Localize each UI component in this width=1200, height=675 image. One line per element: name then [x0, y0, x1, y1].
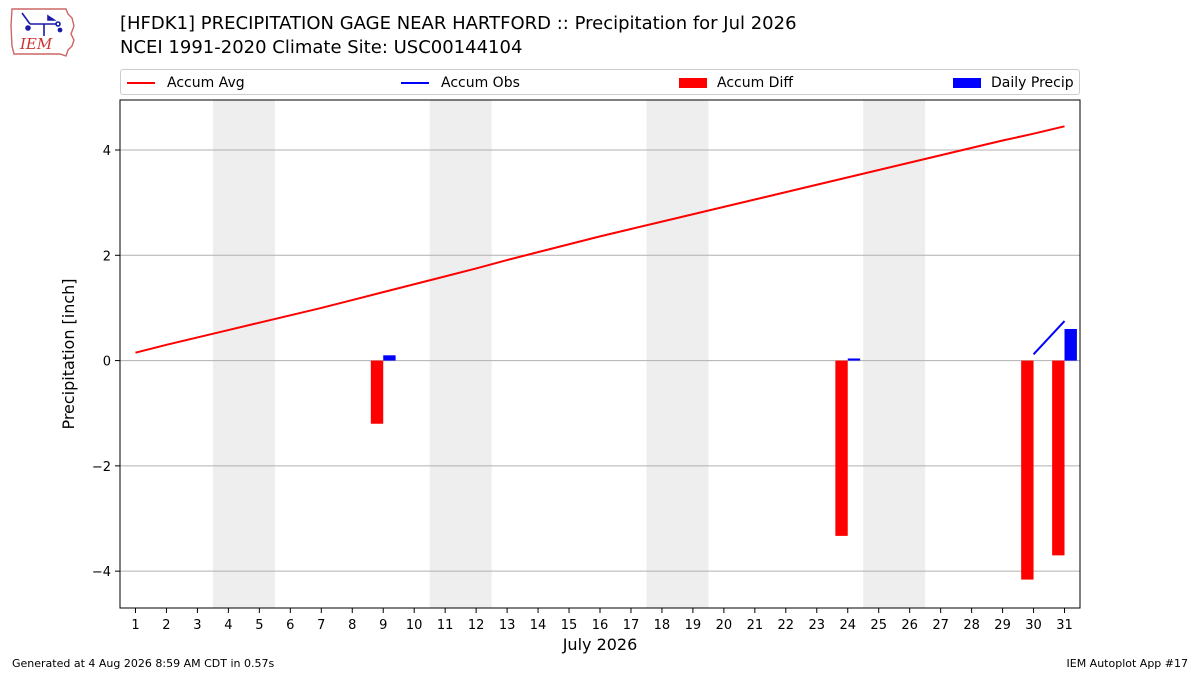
x-tick-label: 22	[778, 618, 795, 633]
legend-swatch-daily-precip	[953, 78, 981, 88]
weekend-shade-band	[429, 100, 492, 608]
accum-diff-bar	[1021, 360, 1034, 580]
y-axis-label: Precipitation [inch]	[59, 278, 78, 429]
daily-precip-bar	[847, 358, 861, 361]
legend-item-accum-diff: Accum Diff	[679, 73, 793, 93]
weather-instrument-icon	[21, 12, 63, 36]
x-tick-label: 25	[870, 618, 887, 633]
y-axis-ticks: −4 −2 0 2 4	[92, 144, 120, 580]
chart-title: [HFDK1] PRECIPITATION GAGE NEAR HARTFORD…	[120, 12, 797, 60]
y-tick-label: 2	[103, 249, 111, 264]
legend-label-daily-precip: Daily Precip	[991, 75, 1074, 91]
x-tick-label: 17	[623, 618, 640, 633]
x-tick-label: 27	[932, 618, 949, 633]
legend-swatch-accum-obs	[401, 82, 429, 84]
y-tick-label: 0	[103, 355, 111, 370]
legend-label-accum-avg: Accum Avg	[167, 75, 245, 91]
x-tick-label: 3	[193, 618, 201, 633]
legend-swatch-accum-diff	[679, 78, 707, 88]
x-tick-label: 15	[561, 618, 578, 633]
x-tick-label: 20	[716, 618, 733, 633]
footer-generated-text: Generated at 4 Aug 2026 8:59 AM CDT in 0…	[12, 657, 275, 670]
x-tick-label: 30	[1025, 618, 1042, 633]
x-tick-label: 21	[747, 618, 764, 633]
legend-swatch-accum-avg	[127, 82, 155, 84]
weekend-shade-band	[646, 100, 709, 608]
x-tick-label: 8	[348, 618, 356, 633]
x-tick-label: 18	[654, 618, 671, 633]
x-tick-label: 4	[224, 618, 232, 633]
chart-title-line1: [HFDK1] PRECIPITATION GAGE NEAR HARTFORD…	[120, 13, 797, 34]
bar-series	[370, 328, 1077, 580]
grid-lines	[120, 149, 1080, 572]
x-tick-label: 23	[809, 618, 826, 633]
y-tick-label: −2	[92, 460, 111, 475]
accum-diff-bar	[835, 360, 848, 536]
x-tick-label: 12	[468, 618, 485, 633]
x-tick-label: 26	[901, 618, 918, 633]
daily-precip-bar	[383, 355, 396, 361]
x-tick-label: 9	[379, 618, 387, 633]
x-tick-label: 6	[286, 618, 294, 633]
chart-title-line2: NCEI 1991-2020 Climate Site: USC00144104	[120, 37, 523, 58]
weekend-shade-band	[212, 100, 275, 608]
x-tick-label: 28	[963, 618, 980, 633]
accum-diff-bar	[370, 360, 384, 424]
legend-item-accum-obs: Accum Obs	[401, 73, 520, 93]
accum-obs-line	[1032, 320, 1066, 355]
legend-label-accum-diff: Accum Diff	[717, 75, 794, 91]
x-tick-label: 13	[499, 618, 516, 633]
x-axis-label: July 2026	[562, 635, 638, 654]
x-tick-label: 5	[255, 618, 263, 633]
legend-label-accum-obs: Accum Obs	[441, 75, 520, 91]
x-tick-label: 29	[994, 618, 1011, 633]
y-tick-label: 4	[103, 144, 111, 159]
x-tick-label: 24	[839, 618, 856, 633]
x-tick-label: 31	[1056, 618, 1073, 633]
iem-logo: IEM	[10, 8, 75, 57]
accum-avg-line	[135, 125, 1065, 354]
x-tick-label: 16	[592, 618, 609, 633]
x-tick-label: 7	[317, 618, 325, 633]
y-tick-label: −4	[92, 565, 111, 580]
weekend-shade-band	[863, 100, 926, 608]
legend-item-accum-avg: Accum Avg	[127, 73, 245, 93]
x-tick-label: 10	[406, 618, 423, 633]
logo-text: IEM	[19, 35, 53, 53]
line-series	[135, 125, 1066, 355]
x-tick-label: 19	[685, 618, 702, 633]
x-tick-label: 11	[437, 618, 454, 633]
weekend-shading	[212, 100, 926, 608]
x-tick-label: 1	[131, 618, 139, 633]
legend-item-daily-precip: Daily Precip	[953, 73, 1074, 93]
daily-precip-bar	[1064, 328, 1077, 361]
x-tick-label: 14	[530, 618, 547, 633]
x-tick-label: 2	[162, 618, 170, 633]
footer-app-text: IEM Autoplot App #17	[1066, 657, 1189, 670]
chart-legend: Accum Avg Accum Obs Accum Diff Daily Pre…	[120, 69, 1080, 95]
x-axis-ticks: 1 2 3 4 5 6 7 8 9 10 11 12 13 14 15 16 17 18 19 20 21 22 23 24 2…	[131, 608, 1073, 633]
accum-diff-bar	[1052, 360, 1065, 556]
